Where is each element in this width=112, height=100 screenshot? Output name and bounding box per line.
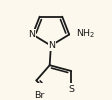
Text: NH$_2$: NH$_2$ — [75, 27, 95, 40]
Text: N: N — [28, 30, 35, 39]
Text: Br: Br — [33, 91, 44, 100]
Text: N: N — [48, 41, 55, 50]
Text: S: S — [68, 85, 73, 94]
